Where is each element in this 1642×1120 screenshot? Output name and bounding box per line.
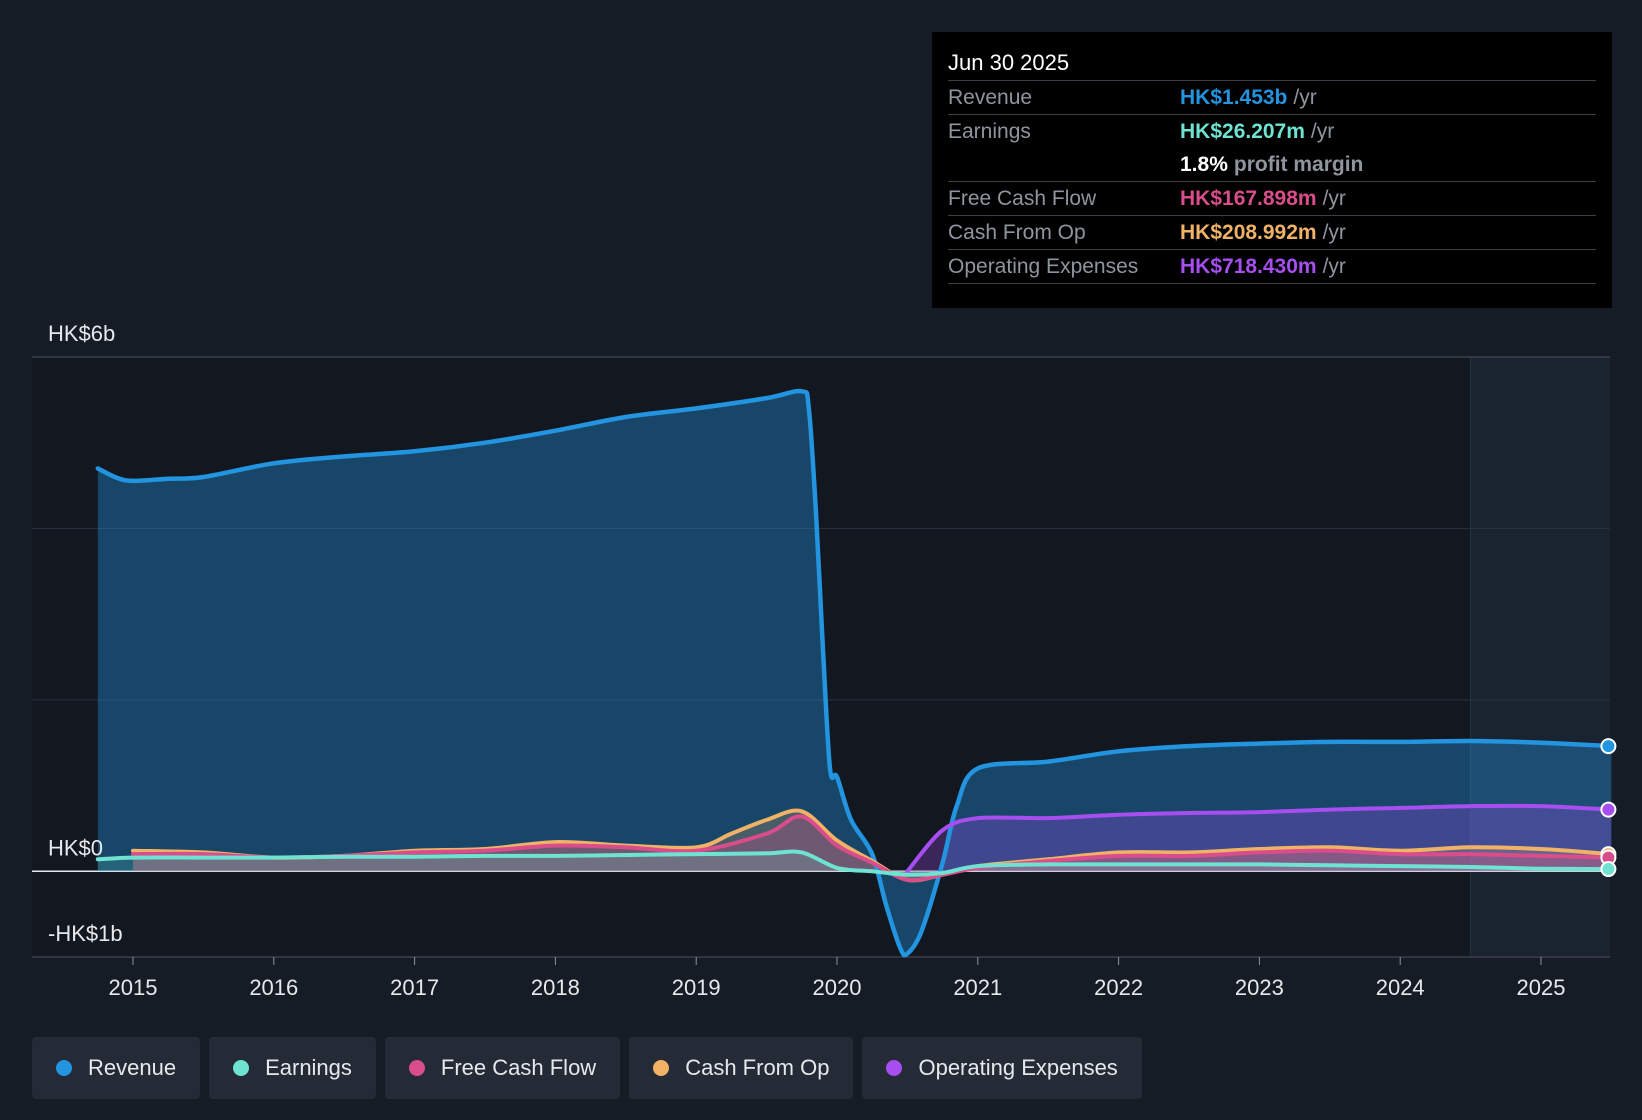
legend-label: Cash From Op [685,1055,830,1080]
tooltip-value: HK$167.898m [1180,187,1317,210]
tooltip: Jun 30 2025 Revenue HK$1.453b /yr Earnin… [932,32,1612,308]
earnings-dot-icon [233,1060,250,1076]
tooltip-row-operating-expenses: Operating Expenses HK$718.430m /yr [948,250,1596,284]
legend: Revenue Earnings Free Cash Flow Cash Fro… [32,1037,1142,1099]
tooltip-label: Free Cash Flow [948,187,1097,210]
tooltip-unit: /yr [1322,187,1346,210]
tooltip-value: HK$26.207m [1180,120,1305,143]
x-tick-label: 2019 [672,975,721,1000]
x-tick-label: 2024 [1376,975,1425,1000]
y-tick-label: HK$6b [48,321,115,346]
revenue-line [95,388,1614,958]
revenue-dot-icon [56,1060,72,1076]
tooltip-row-profit-margin: 1.8% profit margin [948,148,1596,182]
tooltip-label: Earnings [948,120,1031,143]
tooltip-label [948,148,1180,181]
tooltip-date: Jun 30 2025 [948,46,1596,81]
x-tick-label: 2022 [1094,975,1143,1000]
tooltip-value: HK$1.453b [1180,86,1288,109]
revenue-end-point [1600,738,1617,755]
x-tick-label: 2017 [390,975,439,1000]
tooltip-value: HK$208.992m [1180,221,1317,244]
x-tick-label: 2023 [1235,975,1284,1000]
axes: 2015 2016 2017 2018 2019 2020 2021 2022 2023 2024… [48,321,1565,1000]
legend-label: Earnings [265,1055,352,1080]
legend-item-earnings[interactable]: Earnings [209,1037,376,1099]
tooltip-label: Operating Expenses [948,255,1139,278]
tooltip-row-free-cash-flow: Free Cash Flow HK$167.898m /yr [948,182,1596,216]
free-cash-flow-dot-icon [408,1060,425,1076]
tooltip-unit: /yr [1310,120,1335,143]
tooltip-unit: /yr [1322,221,1346,244]
tooltip-unit: /yr [1322,255,1346,278]
series-lines [95,388,1614,958]
legend-item-revenue[interactable]: Revenue [32,1037,201,1099]
earnings-end-point [1600,861,1617,878]
free-cash-flow-line [131,814,1614,883]
legend-label: Free Cash Flow [440,1055,597,1080]
x-tick-label: 2021 [953,975,1002,1000]
tooltip-unit: profit margin [1233,153,1364,176]
x-tick-label: 2025 [1517,975,1566,1000]
tooltip-row-revenue: Revenue HK$1.453b /yr [948,81,1596,115]
tooltip-label: Cash From Op [948,221,1086,244]
x-tick-label: 2015 [109,975,158,1000]
x-tick-label: 2018 [531,975,580,1000]
tooltip-row-earnings: Earnings HK$26.207m /yr [948,115,1596,148]
tooltip-row-cash-from-op: Cash From Op HK$208.992m /yr [948,216,1596,250]
earnings-line [95,849,1614,877]
tooltip-value: 1.8% [1180,153,1228,176]
series-end-dots [1600,738,1617,878]
tooltip-value: HK$718.430m [1180,255,1317,278]
tooltip-label: Revenue [948,86,1033,109]
y-tick-label: -HK$1b [48,921,123,946]
x-tick-label: 2020 [813,975,862,1000]
cash-from-op-dot-icon [653,1060,670,1076]
legend-item-operating-expenses[interactable]: Operating Expenses [862,1037,1142,1099]
legend-label: Revenue [88,1055,177,1080]
operating-expenses-line [905,803,1614,874]
operating-expenses-dot-icon [886,1060,903,1076]
operating-expenses-end-point [1600,801,1617,818]
grid [32,356,1610,958]
legend-label: Operating Expenses [918,1055,1118,1080]
legend-item-cash-from-op[interactable]: Cash From Op [629,1037,854,1099]
tooltip-unit: /yr [1293,86,1317,109]
y-tick-label: HK$0 [48,835,103,860]
x-tick-label: 2016 [249,975,298,1000]
legend-item-free-cash-flow[interactable]: Free Cash Flow [384,1037,621,1099]
